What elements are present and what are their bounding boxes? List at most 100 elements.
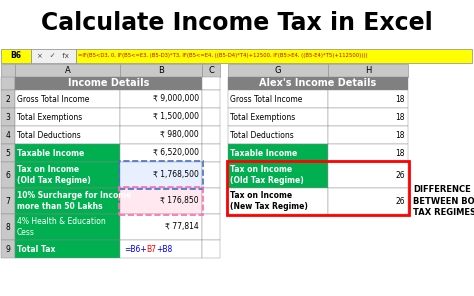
Text: 18: 18 <box>395 112 405 121</box>
Text: Tax on Income
(Old Tax Regime): Tax on Income (Old Tax Regime) <box>230 165 304 184</box>
Bar <box>328 64 408 77</box>
Text: 3: 3 <box>6 112 10 121</box>
Bar <box>328 188 408 214</box>
Text: 26: 26 <box>395 197 405 205</box>
Bar <box>15 64 120 77</box>
Text: B: B <box>158 66 164 75</box>
Bar <box>15 108 120 126</box>
Text: ₹ 176,850: ₹ 176,850 <box>160 197 199 205</box>
Text: 5: 5 <box>6 149 10 157</box>
Bar <box>328 108 408 126</box>
Bar <box>120 64 202 77</box>
Bar <box>328 144 408 162</box>
Text: Taxable Income: Taxable Income <box>230 149 297 157</box>
Bar <box>1 126 15 144</box>
Text: ₹ 77,814: ₹ 77,814 <box>165 223 199 231</box>
Text: Taxable Income: Taxable Income <box>17 149 84 157</box>
Text: 9: 9 <box>6 244 10 253</box>
Bar <box>227 161 409 215</box>
Text: Total Deductions: Total Deductions <box>230 131 294 139</box>
Bar <box>202 90 220 108</box>
Bar <box>228 77 328 90</box>
Bar <box>120 214 202 240</box>
Bar <box>228 162 328 188</box>
Text: Tax on Income
(Old Tax Regime): Tax on Income (Old Tax Regime) <box>17 165 91 184</box>
Bar <box>120 77 202 90</box>
Bar <box>15 162 120 188</box>
Bar <box>328 162 408 188</box>
Text: ₹ 9,000,000: ₹ 9,000,000 <box>153 94 199 104</box>
Text: H: H <box>365 66 371 75</box>
Text: Calculate Income Tax in Excel: Calculate Income Tax in Excel <box>41 11 433 35</box>
Text: B7: B7 <box>146 244 156 253</box>
Bar <box>328 126 408 144</box>
Bar <box>202 162 220 188</box>
Bar <box>1 144 15 162</box>
Bar <box>15 144 120 162</box>
Bar <box>228 188 328 214</box>
Text: 8: 8 <box>6 223 10 231</box>
Text: 7: 7 <box>6 197 10 205</box>
Bar <box>228 90 328 108</box>
Bar <box>1 108 15 126</box>
Bar <box>228 144 328 162</box>
Bar <box>1 240 15 258</box>
Bar <box>120 90 202 108</box>
Bar <box>1 214 15 240</box>
Text: C: C <box>208 66 214 75</box>
Bar <box>120 188 202 214</box>
Text: 6: 6 <box>6 170 10 179</box>
Text: Gross Total Income: Gross Total Income <box>17 94 90 104</box>
Text: Income Details: Income Details <box>68 78 149 89</box>
Bar <box>15 77 120 90</box>
Bar <box>120 144 202 162</box>
Bar <box>202 240 220 258</box>
Text: =B6+: =B6+ <box>124 244 147 253</box>
Bar <box>120 108 202 126</box>
Text: Total Exemptions: Total Exemptions <box>230 112 295 121</box>
Text: 18: 18 <box>395 131 405 139</box>
Bar <box>120 240 202 258</box>
Text: DIFFERENCE
BETWEEN BOTH
TAX REGIMES: DIFFERENCE BETWEEN BOTH TAX REGIMES <box>413 185 474 217</box>
Bar <box>1 188 15 214</box>
Bar <box>15 90 120 108</box>
Bar <box>202 188 220 214</box>
Bar <box>1 64 15 77</box>
Bar <box>1 162 15 188</box>
Bar <box>202 108 220 126</box>
Bar <box>1 90 15 108</box>
Text: Alex's Income Details: Alex's Income Details <box>259 78 377 89</box>
Bar <box>202 77 220 90</box>
Text: 4% Health & Education
Cess: 4% Health & Education Cess <box>17 218 106 237</box>
Text: Total Tax: Total Tax <box>17 244 55 253</box>
Bar <box>202 126 220 144</box>
Bar <box>120 162 202 188</box>
Bar <box>328 77 408 90</box>
Bar <box>15 188 120 214</box>
Bar <box>15 240 120 258</box>
Bar <box>15 214 120 240</box>
Text: B6: B6 <box>10 52 21 60</box>
Bar <box>328 90 408 108</box>
Text: ₹ 1,500,000: ₹ 1,500,000 <box>153 112 199 121</box>
Text: 18: 18 <box>395 94 405 104</box>
Bar <box>31 49 76 63</box>
Bar <box>228 108 328 126</box>
Text: 26: 26 <box>395 170 405 179</box>
Bar <box>202 214 220 240</box>
Text: 4: 4 <box>6 131 10 139</box>
Text: +B8: +B8 <box>156 244 172 253</box>
Bar <box>120 126 202 144</box>
Text: ₹ 1,768,500: ₹ 1,768,500 <box>153 170 199 179</box>
Bar <box>76 49 472 63</box>
Bar <box>15 126 120 144</box>
Bar <box>228 126 328 144</box>
Bar <box>228 64 328 77</box>
Bar <box>1 77 15 90</box>
Bar <box>1 49 31 63</box>
Text: G: G <box>275 66 281 75</box>
Text: Total Exemptions: Total Exemptions <box>17 112 82 121</box>
Bar <box>202 64 220 77</box>
Text: ₹ 6,520,000: ₹ 6,520,000 <box>153 149 199 157</box>
Bar <box>202 144 220 162</box>
